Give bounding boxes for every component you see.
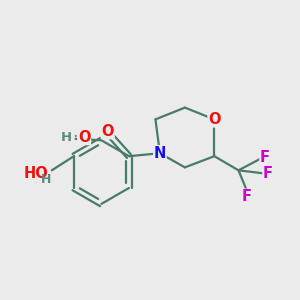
Text: F: F bbox=[242, 189, 252, 204]
Text: H: H bbox=[61, 130, 72, 143]
Text: F: F bbox=[260, 150, 270, 165]
Text: HO: HO bbox=[23, 166, 48, 181]
Text: N: N bbox=[154, 146, 166, 161]
Text: O: O bbox=[208, 112, 220, 127]
Text: ·: · bbox=[72, 128, 77, 146]
Text: F: F bbox=[263, 166, 273, 181]
Text: O: O bbox=[78, 130, 90, 145]
Text: H: H bbox=[41, 172, 52, 186]
Text: O: O bbox=[101, 124, 114, 139]
